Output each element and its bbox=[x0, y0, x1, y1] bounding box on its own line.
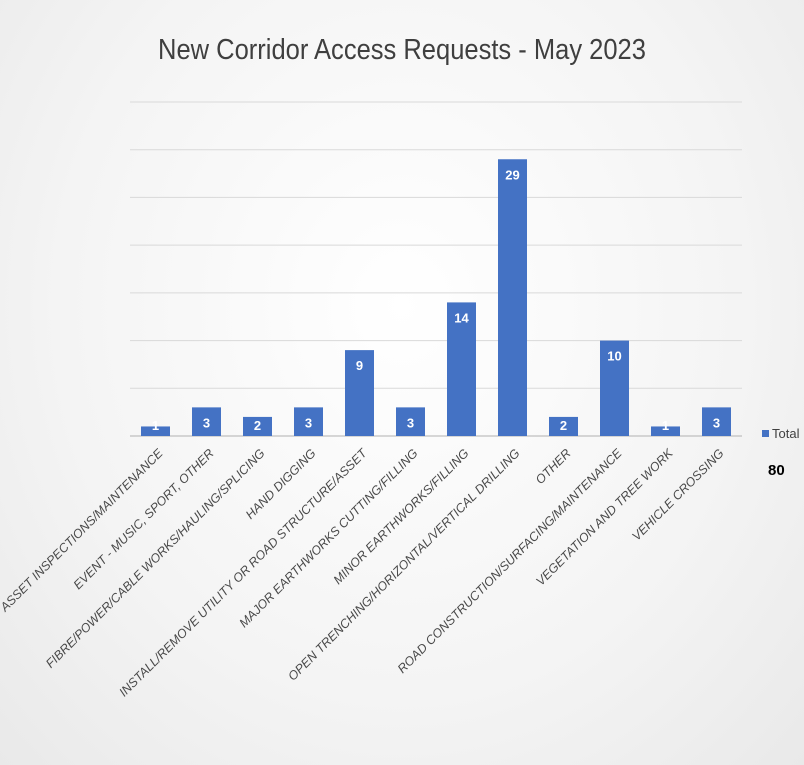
bar bbox=[192, 407, 221, 436]
bar-data-label: 29 bbox=[505, 167, 519, 182]
bar-data-label: 3 bbox=[203, 415, 210, 430]
bars bbox=[141, 159, 731, 436]
grand-total: 80 bbox=[768, 462, 785, 479]
bar-data-label: 1 bbox=[662, 418, 669, 433]
bar-data-label: 3 bbox=[305, 415, 312, 430]
bar bbox=[600, 340, 629, 436]
bar bbox=[447, 302, 476, 436]
bar bbox=[702, 407, 731, 436]
bar bbox=[396, 407, 425, 436]
gridlines bbox=[130, 101, 742, 437]
bar-data-label: 10 bbox=[607, 349, 621, 364]
x-tick-label: VEHICLE CROSSING bbox=[629, 446, 727, 544]
bar-data-label: 2 bbox=[560, 418, 567, 433]
bar-data-label: 9 bbox=[356, 358, 363, 373]
chart-title: New Corridor Access Requests - May 2023 bbox=[158, 34, 646, 66]
bar bbox=[243, 416, 272, 436]
bar bbox=[345, 350, 374, 436]
x-tick-label: INSTALL/REMOVE UTILITY OR ROAD STRUCTURE… bbox=[116, 445, 370, 699]
bar bbox=[141, 426, 170, 436]
bar bbox=[294, 407, 323, 436]
x-tick-label: MAJOR EARTHWORKS CUTTING/FILLING bbox=[237, 446, 421, 630]
bar-labels: 1 3 2 3 9 3 14 29 2 10 1 3 bbox=[152, 167, 720, 433]
bar-data-label: 2 bbox=[254, 418, 261, 433]
bar-data-label: 3 bbox=[713, 415, 720, 430]
bar bbox=[651, 426, 680, 436]
bar-data-label: 14 bbox=[454, 310, 469, 325]
legend-label: Total bbox=[772, 426, 800, 441]
x-tick-label: FIBRE/POWER/CABLE WORKS/HAULING/SPLICING bbox=[43, 446, 268, 671]
bar bbox=[549, 416, 578, 436]
bar-data-label: 3 bbox=[407, 415, 414, 430]
bar bbox=[498, 159, 527, 436]
x-tick-label: OTHER bbox=[533, 446, 574, 487]
legend: Total bbox=[762, 426, 799, 441]
bar-data-label: 1 bbox=[152, 418, 159, 433]
x-tick-label: OPEN TRENCHING/HORIZONTAL/VERTICAL DRILL… bbox=[285, 446, 522, 683]
legend-swatch bbox=[762, 430, 769, 437]
